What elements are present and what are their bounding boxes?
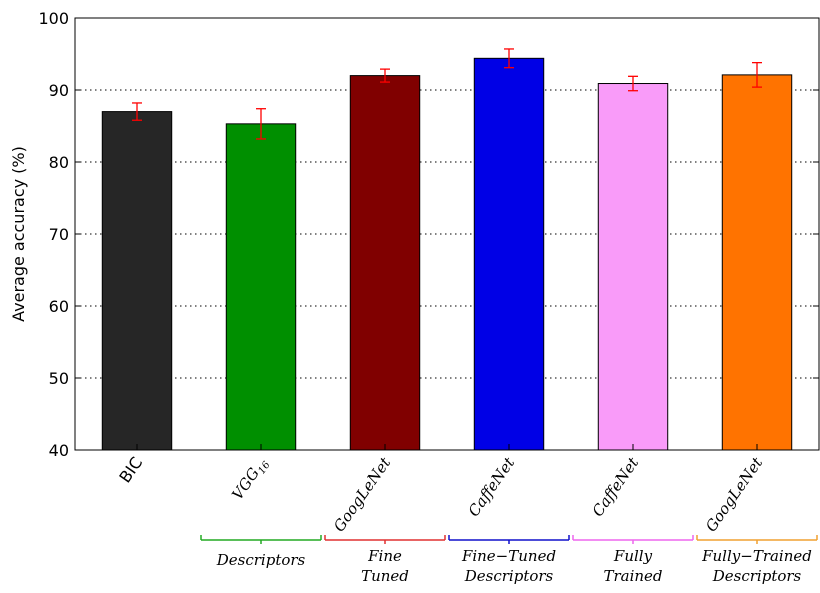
y-tick-label: 50: [49, 369, 69, 388]
plot-frame: [74, 17, 820, 451]
bar: [101, 111, 173, 451]
bar: [225, 123, 297, 451]
y-tick-label: 70: [49, 225, 69, 244]
group-label: Fine: [367, 547, 402, 565]
group-label: Descriptors: [712, 567, 802, 585]
group-label: Fully−Trained: [701, 547, 812, 565]
y-tick-label: 80: [49, 153, 69, 172]
x-tick-label: CaffeNet: [465, 453, 519, 520]
grid-lines: [75, 89, 819, 379]
x-tick-label: CaffeNet: [589, 453, 643, 520]
x-tick-label: VGG16: [228, 453, 273, 505]
bar: [473, 57, 545, 451]
y-tick-label: 100: [38, 9, 69, 28]
group-label: Descriptors: [216, 551, 306, 569]
bar: [349, 75, 421, 451]
y-tick-label: 90: [49, 81, 69, 100]
group-bracket: [200, 535, 322, 544]
group-bracket: [324, 535, 446, 544]
group-bracket: [448, 535, 570, 544]
error-bar: [380, 68, 390, 83]
group-label: Descriptors: [464, 567, 554, 585]
x-axis-labels: BIC VGG16 GoogLeNet CaffeNet CaffeNet GoogLeN…: [115, 453, 767, 535]
y-tick-label: 40: [49, 441, 69, 460]
x-tick-label: BIC: [115, 453, 146, 486]
y-axis: 40 50 60 70 80 90 100: [38, 9, 819, 460]
bars: [101, 57, 793, 451]
error-bar: [752, 61, 762, 88]
group-label: Trained: [603, 567, 662, 585]
error-bar: [132, 102, 142, 121]
group-label: Tuned: [361, 567, 409, 585]
group-annotations: Descriptors Fine Tuned Fine−Tuned Descriptor…: [200, 535, 818, 585]
x-tick-label: GoogLeNet: [702, 453, 767, 535]
group-label: Fine−Tuned: [461, 547, 556, 565]
x-tick-label: GoogLeNet: [330, 453, 395, 535]
error-bar: [504, 48, 514, 69]
y-axis-label: Average accuracy (%): [9, 146, 28, 322]
y-tick-label: 60: [49, 297, 69, 316]
error-bars: [132, 48, 762, 140]
group-bracket: [572, 535, 694, 544]
error-bar: [628, 75, 638, 92]
bar: [597, 83, 669, 451]
error-bar: [256, 108, 266, 140]
bar: [721, 74, 793, 451]
group-bracket: [696, 535, 818, 544]
group-label: Fully: [613, 547, 653, 565]
